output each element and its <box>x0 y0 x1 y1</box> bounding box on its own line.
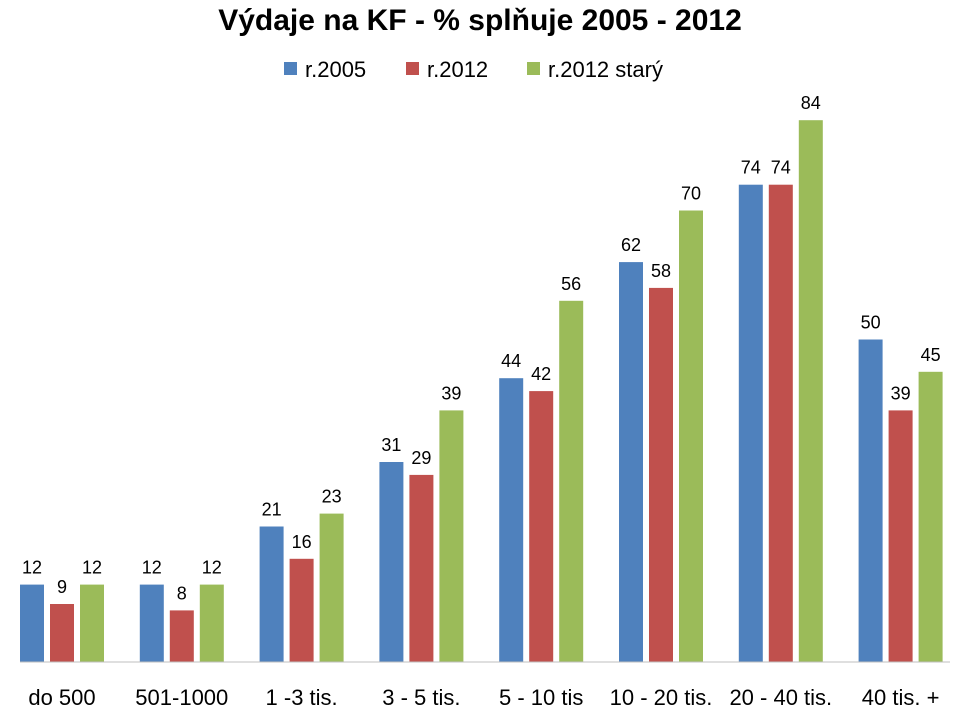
data-label-2-0: 21 <box>262 500 282 520</box>
data-label-4-2: 56 <box>561 274 581 294</box>
bar-6-0 <box>738 184 763 662</box>
legend-label-2: r.2012 starý <box>548 57 663 82</box>
data-label-1-1: 8 <box>177 583 187 603</box>
data-label-3-0: 31 <box>381 435 401 455</box>
bar-3-1 <box>409 474 434 662</box>
data-label-7-0: 50 <box>861 313 881 333</box>
bar-3-0 <box>379 462 404 662</box>
bar-1-0 <box>139 584 164 662</box>
tick-label-3: 3 - 5 tis. <box>382 685 460 708</box>
bar-0-2 <box>80 584 104 662</box>
bar-4-0 <box>499 378 524 662</box>
legend-swatch-1 <box>406 62 419 75</box>
data-label-6-2: 84 <box>801 93 821 113</box>
bar-1-1 <box>169 610 194 662</box>
bar-7-2 <box>918 371 943 663</box>
chart-title: Výdaje na KF - % splňuje 2005 - 2012 <box>218 4 742 37</box>
data-label-0-2: 12 <box>82 558 102 578</box>
bars <box>20 120 943 663</box>
data-label-7-2: 45 <box>921 345 941 365</box>
tick-label-5: 10 - 20 tis. <box>610 685 713 708</box>
tick-label-6: 20 - 40 tis. <box>729 685 832 708</box>
data-label-2-2: 23 <box>322 487 342 507</box>
data-label-4-1: 42 <box>531 364 551 384</box>
bar-4-1 <box>529 391 554 662</box>
tick-label-2: 1 -3 tis. <box>266 685 338 708</box>
legend: r.2005 r.2012 r.2012 starý <box>284 57 663 82</box>
legend-swatch-0 <box>284 62 297 75</box>
data-label-0-0: 12 <box>22 558 42 578</box>
data-label-6-1: 74 <box>771 158 791 178</box>
data-label-1-2: 12 <box>202 558 222 578</box>
data-label-0-1: 9 <box>57 577 67 597</box>
data-label-5-0: 62 <box>621 235 641 255</box>
data-label-3-1: 29 <box>411 448 431 468</box>
bar-2-0 <box>259 526 284 662</box>
tick-label-7: 40 tis. + <box>862 685 940 708</box>
tick-label-1: 501-1000 <box>135 685 228 708</box>
bar-6-2 <box>798 120 823 662</box>
legend-label-0: r.2005 <box>305 57 366 82</box>
bar-5-2 <box>679 210 703 662</box>
bar-6-1 <box>768 184 793 662</box>
data-label-4-0: 44 <box>501 351 521 371</box>
legend-label-1: r.2012 <box>427 57 488 82</box>
bar-5-0 <box>619 262 643 662</box>
bar-7-0 <box>858 339 883 662</box>
bar-2-2 <box>319 513 344 662</box>
tick-label-0: do 500 <box>28 685 95 708</box>
bar-4-2 <box>559 300 584 662</box>
bar-2-1 <box>289 558 314 662</box>
bar-1-2 <box>199 584 224 662</box>
data-label-1-0: 12 <box>142 558 162 578</box>
bar-3-2 <box>439 410 464 662</box>
bar-5-1 <box>649 287 673 662</box>
data-label-3-2: 39 <box>441 383 461 403</box>
legend-swatch-2 <box>527 62 540 75</box>
tick-label-4: 5 - 10 tis <box>499 685 583 708</box>
bar-7-1 <box>888 410 913 662</box>
bar-0-1 <box>50 604 74 663</box>
data-label-7-1: 39 <box>891 383 911 403</box>
data-label-5-2: 70 <box>681 184 701 204</box>
x-axis-tick-labels: do 500 501-1000 1 -3 tis. 3 - 5 tis. 5 - 10 … <box>28 685 939 708</box>
bar-0-0 <box>20 584 44 662</box>
data-labels: 12 9 12 12 8 12 21 16 23 31 29 39 44 42 56 62 58 70 74 74 84… <box>22 93 941 603</box>
data-label-6-0: 74 <box>741 158 761 178</box>
data-label-5-1: 58 <box>651 261 671 281</box>
data-label-2-1: 16 <box>292 532 312 552</box>
